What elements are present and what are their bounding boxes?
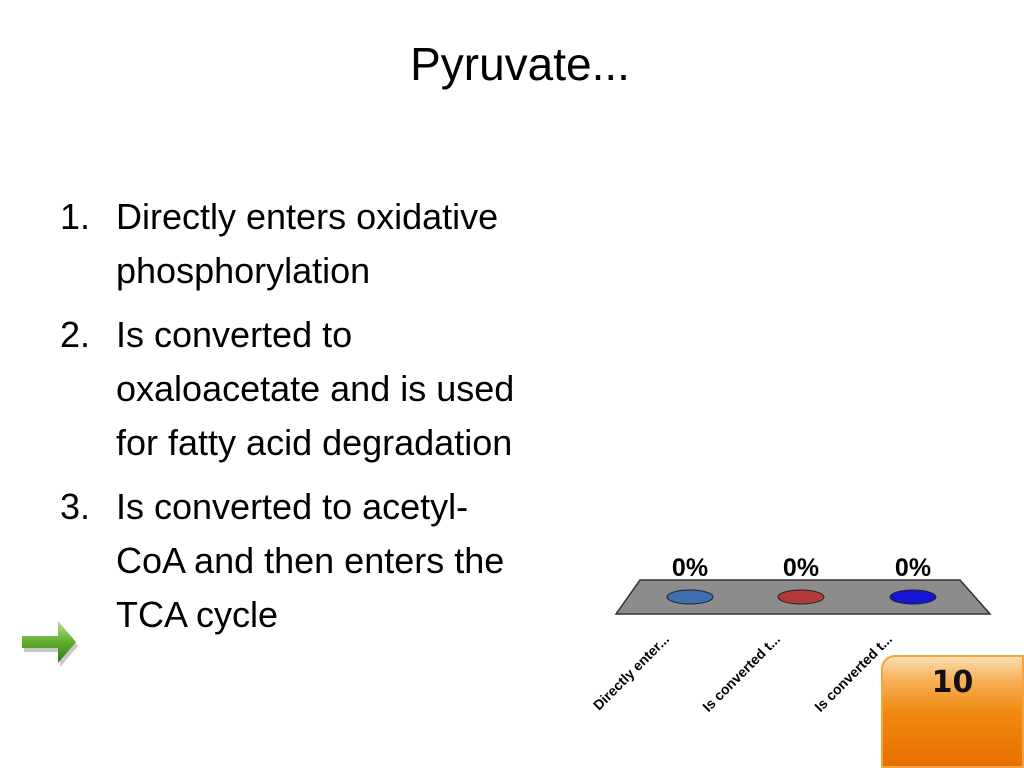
slide-title: Pyruvate... [410,38,630,90]
chart-bar-base [889,589,937,605]
answer-option-2[interactable]: 2. Is converted to oxaloacetate and is u… [60,308,530,470]
answer-option-1[interactable]: 1. Directly enters oxidative phosphoryla… [60,190,530,298]
timer-value: 10 [931,665,974,700]
answer-number: 3. [60,486,91,527]
arrow-right-icon [22,621,78,667]
countdown-timer: 10 [881,655,1024,768]
chart-category-label: Directly enter... [590,631,672,713]
answer-option-3[interactable]: 3. Is converted to acetyl-CoA and then e… [60,480,530,642]
answer-text: Directly enters oxidative phosphorylatio… [116,196,499,291]
answer-text: Is converted to oxaloacetate and is used… [116,314,515,463]
chart-data-label: 0% [672,554,708,582]
chart-category-label: Is converted t... [699,631,783,715]
response-chart: 0% Directly enter... 0% Is converted t... 0%… [590,554,992,715]
answer-number: 2. [60,314,91,355]
answer-number: 1. [60,196,91,237]
chart-data-label: 0% [783,554,819,582]
chart-bar-base [666,589,714,605]
answer-list: 1. Directly enters oxidative phosphoryla… [60,190,530,652]
chart-bar-base [777,589,825,605]
answer-text: Is converted to acetyl-CoA and then ente… [116,486,505,635]
chart-data-label: 0% [895,554,931,582]
